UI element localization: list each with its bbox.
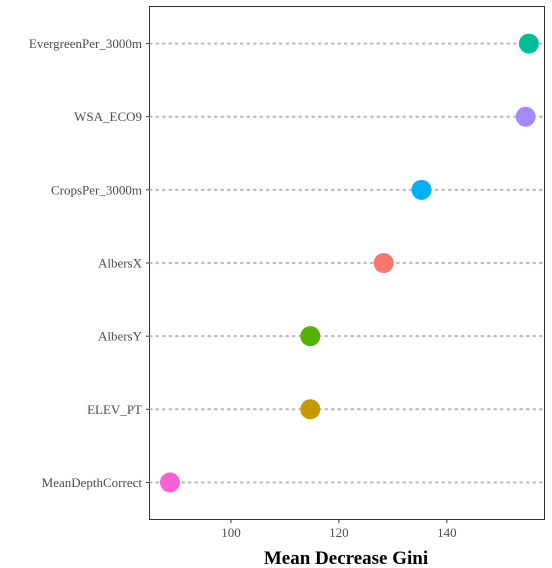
data-point [300,326,321,347]
y-tick-label: MeanDepthCorrect [42,475,143,490]
y-tick-label: ELEV_PT [87,402,142,417]
data-point [300,399,321,420]
data-point [411,179,432,200]
y-tick-label: EvergreenPer_3000m [29,36,142,51]
y-tick-label: AlbersX [98,256,143,271]
data-point [159,472,180,493]
x-tick-label: 120 [329,525,349,540]
y-tick-label: CropsPer_3000m [51,182,142,197]
y-axis-labels: EvergreenPer_3000m WSA_ECO9 CropsPer_3000m… [29,36,150,490]
data-point [518,33,539,54]
data-point [515,106,536,127]
x-axis-title: Mean Decrease Gini [264,548,428,568]
guide-lines [148,42,546,484]
x-tick-label: 100 [221,525,241,540]
x-axis: 100 120 140 [221,519,457,540]
data-point [373,253,394,273]
y-tick-label: AlbersY [98,329,143,344]
x-tick-label: 140 [437,525,457,540]
y-tick-label: WSA_ECO9 [74,109,142,124]
data-points [159,33,539,493]
